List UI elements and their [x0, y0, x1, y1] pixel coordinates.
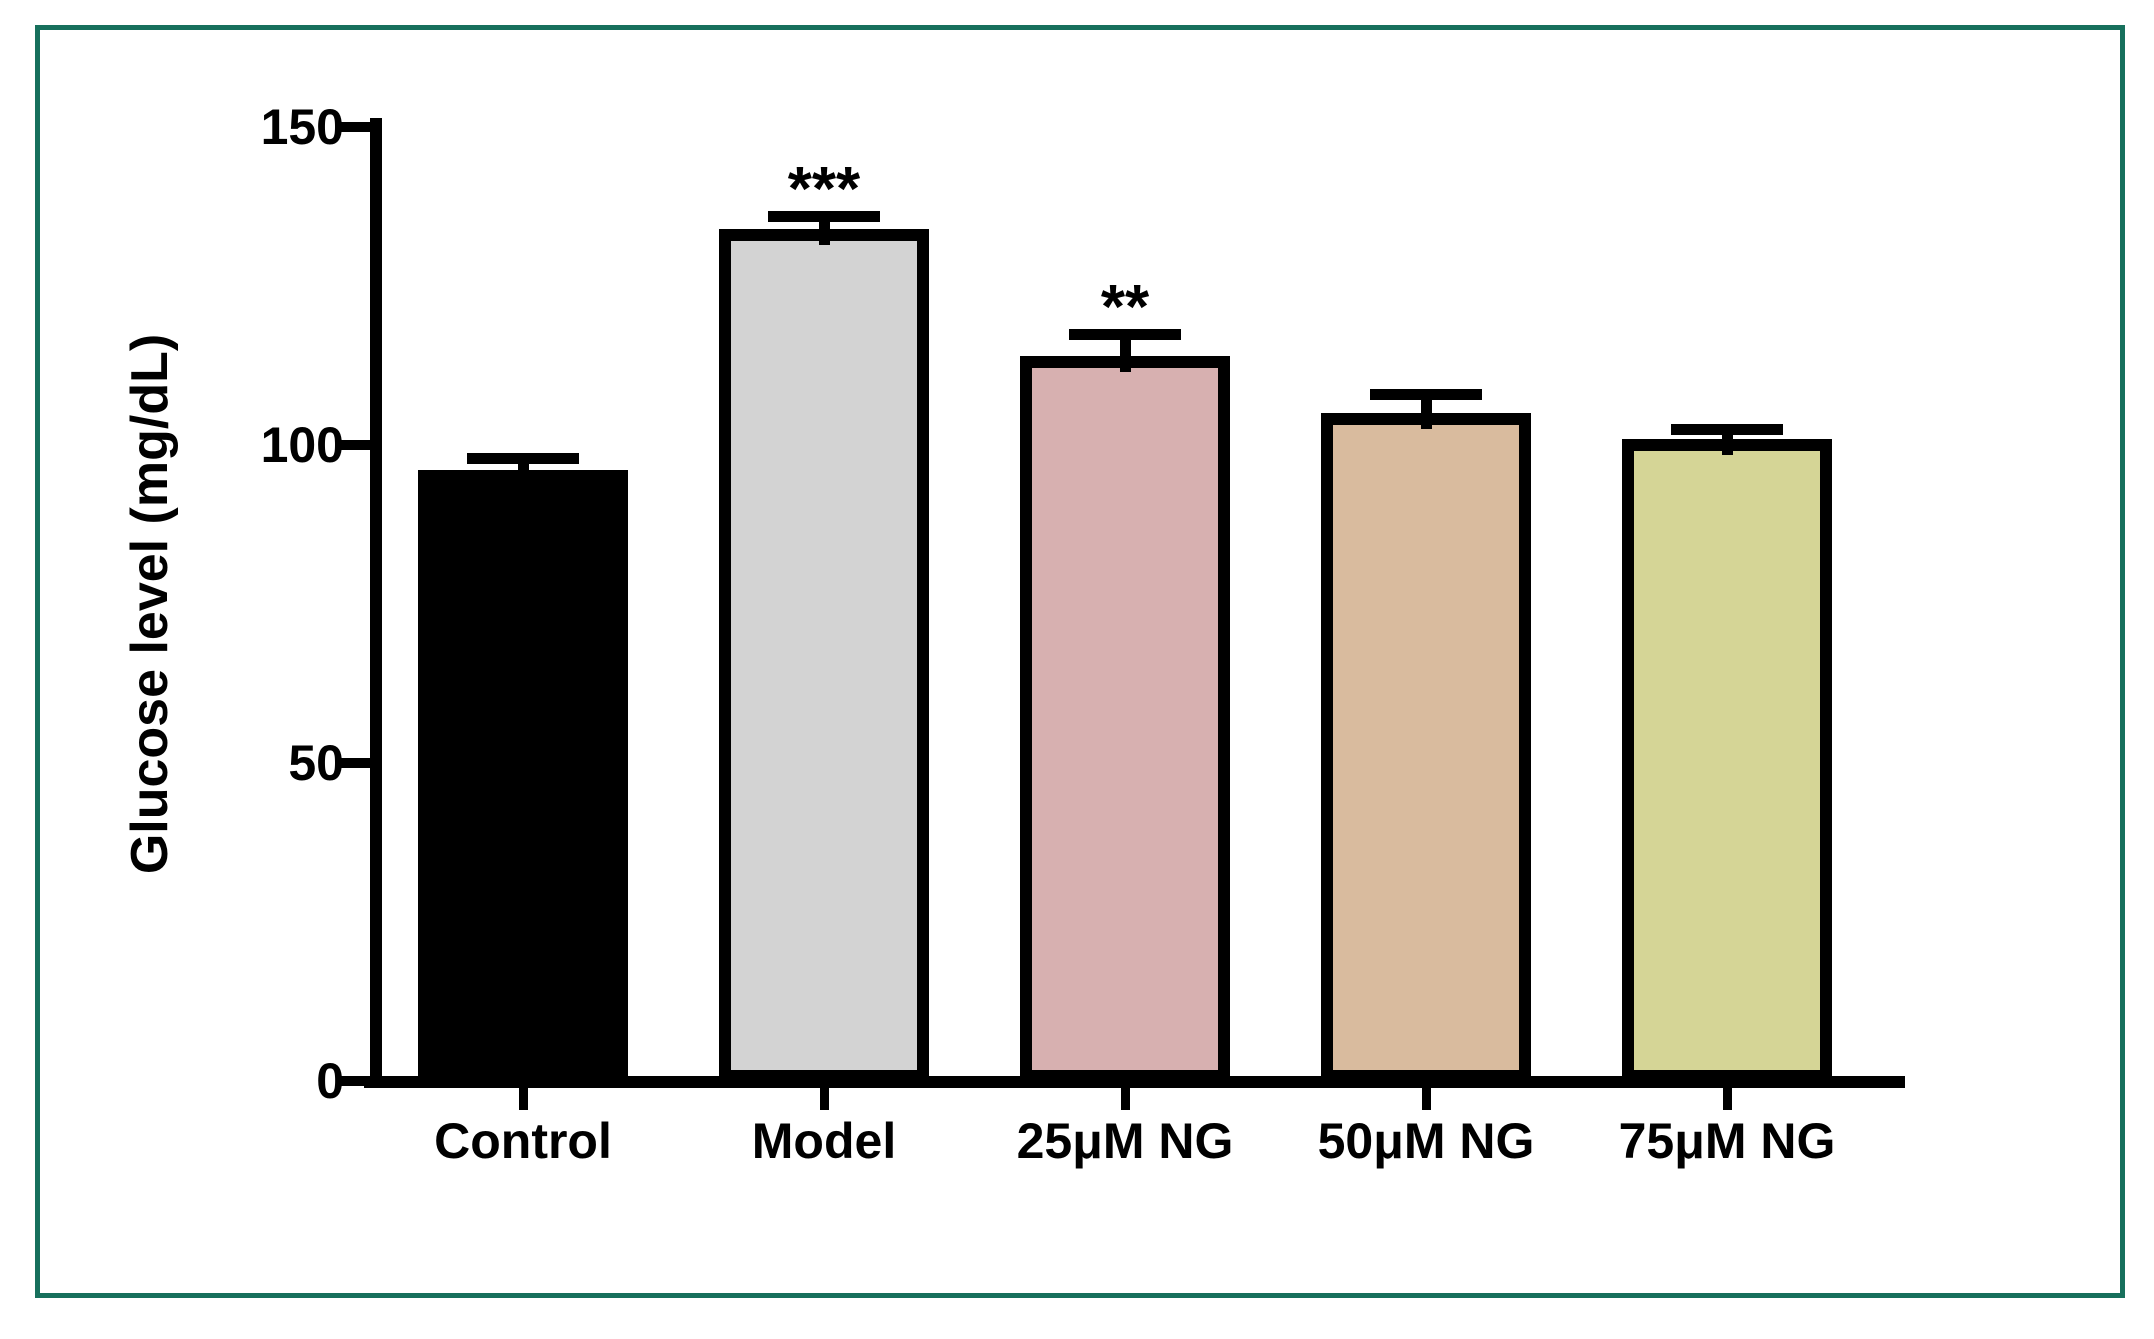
error-bar-stem: [517, 457, 529, 487]
error-bar-cap: [768, 211, 880, 223]
error-bar-cap: [1370, 389, 1482, 401]
bar-5: [1622, 438, 1832, 1082]
y-tick-label: 0: [316, 1053, 344, 1109]
bar-4: [1321, 413, 1531, 1082]
error-bar-stem: [1119, 333, 1131, 372]
x-category-label: 50μM NG: [1317, 1113, 1535, 1169]
x-category-label: 25μM NG: [1016, 1113, 1234, 1169]
y-tick-mark: [338, 440, 370, 450]
x-tick-mark: [819, 1088, 829, 1110]
y-tick-mark: [338, 758, 370, 768]
significance-label: **: [1100, 272, 1150, 342]
y-tick-label: 50: [288, 735, 344, 791]
y-tick-mark: [338, 122, 370, 132]
error-bar-stem: [818, 216, 830, 245]
x-tick-mark: [1120, 1088, 1130, 1110]
y-tick-mark: [338, 1076, 370, 1086]
x-tick-mark: [518, 1088, 528, 1110]
error-bar-stem: [1420, 394, 1432, 430]
y-tick-label: 100: [260, 417, 344, 473]
bar-2: [719, 228, 929, 1082]
error-bar-stem: [1721, 429, 1733, 455]
x-tick-mark: [1421, 1088, 1431, 1110]
x-tick-mark: [1722, 1088, 1732, 1110]
y-axis-line: [370, 118, 382, 1088]
bar-3: [1020, 355, 1230, 1082]
x-category-label: Model: [751, 1113, 897, 1169]
error-bar-cap: [1069, 328, 1181, 340]
y-tick-label: 150: [260, 99, 344, 155]
bar-1: [418, 470, 628, 1082]
error-bar-cap: [1671, 424, 1783, 436]
significance-label: ***: [787, 155, 861, 225]
x-category-label: 75μM NG: [1618, 1113, 1836, 1169]
error-bar-cap: [467, 452, 579, 464]
x-category-label: Control: [434, 1113, 612, 1169]
